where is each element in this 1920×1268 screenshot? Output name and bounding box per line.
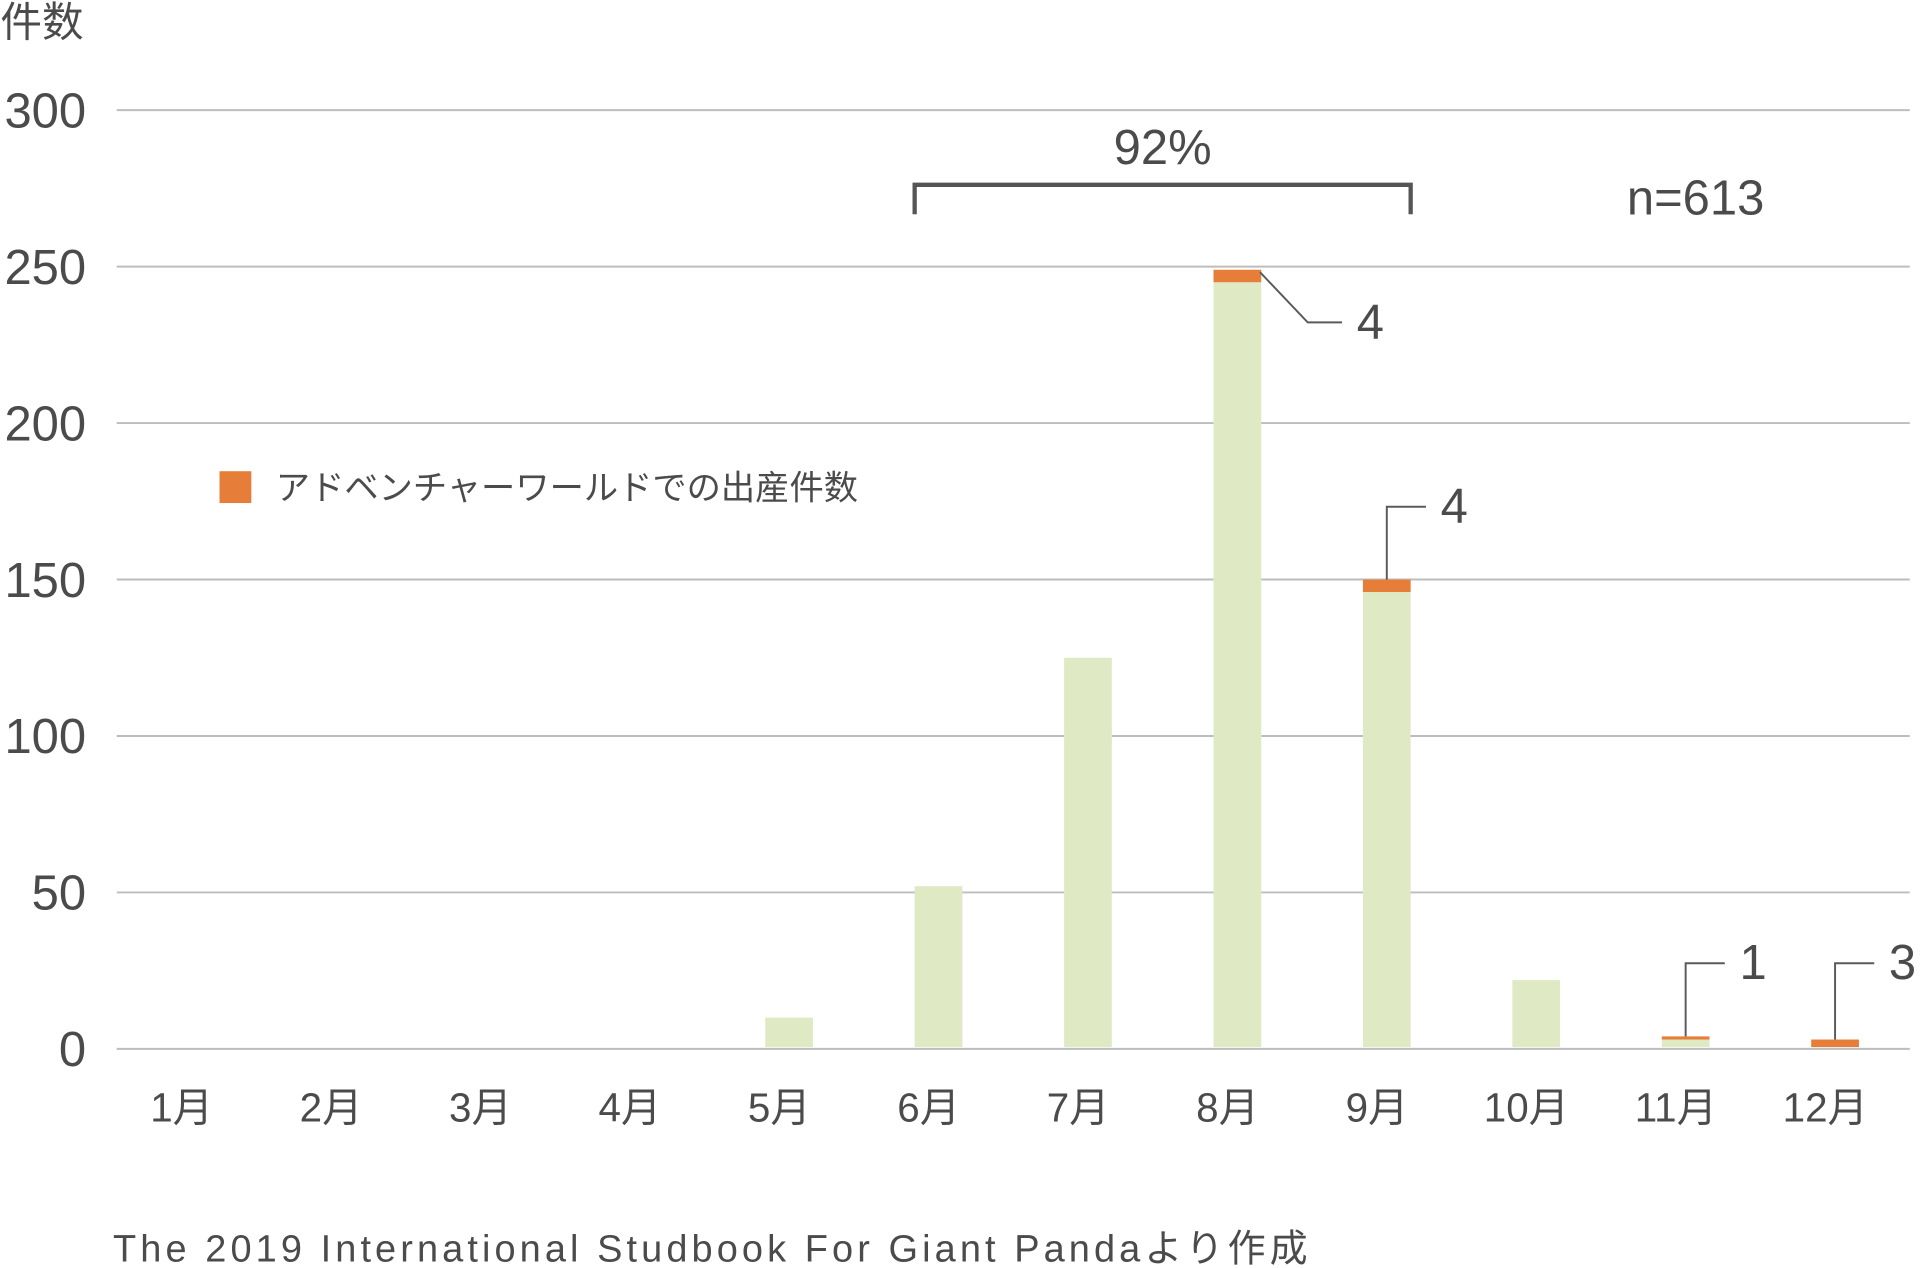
bracket-label: 92% [1114,121,1212,175]
y-tick-label: 150 [4,554,86,608]
legend-label: アドベンチャーワールドでの出産件数 [276,469,858,507]
bars [765,269,1859,1048]
source-note: The 2019 International Studbook For Gian… [113,1229,1308,1268]
x-tick-labels: 1月 2月 3月 4月 5月 6月 7月 8月 9月 10月 11月 12月 [150,1085,1868,1131]
data-label-leader [1684,962,1725,1037]
bar-segment-adventure-world-12 [1811,1039,1859,1048]
data-label-leader [1834,962,1875,1040]
peak-period-bracket: 92% [912,121,1413,215]
data-label-leader [1385,505,1426,580]
bar-segment-other-5 [765,1017,813,1048]
bar-segment-other-9 [1362,592,1411,1048]
x-tick-label: 4月 [598,1085,661,1131]
bar-segment-adventure-world-9 [1362,579,1411,593]
bar-segment-other-8 [1213,282,1262,1048]
x-tick-label: 11月 [1635,1085,1717,1131]
data-label: 4 [1441,480,1468,534]
x-tick-label: 7月 [1047,1085,1110,1131]
x-tick-label: 5月 [748,1085,811,1131]
bar-segment-adventure-world-8 [1213,269,1262,283]
y-tick-label: 300 [4,84,86,138]
y-tick-label: 0 [59,1023,86,1077]
x-tick-label: 6月 [897,1085,960,1131]
data-labels: 4 4 1 3 [1259,271,1916,1040]
y-tick-labels: 0 50 100 150 200 250 300 [4,84,86,1077]
x-tick-label: 12月 [1783,1085,1868,1131]
data-label-leader [1259,271,1343,324]
x-tick-label: 2月 [300,1085,363,1131]
data-label: 3 [1889,936,1916,990]
bar-segment-other-10 [1512,980,1561,1048]
x-tick-label: 1月 [150,1085,213,1131]
x-tick-label: 9月 [1346,1085,1409,1131]
legend: アドベンチャーワールドでの出産件数 [219,469,858,507]
y-axis-title: 件数 [0,0,83,46]
data-label: 4 [1357,295,1384,349]
bracket-line [912,182,1413,215]
legend-swatch [219,471,252,504]
bar-segment-adventure-world-11 [1661,1036,1710,1040]
data-label: 1 [1739,936,1766,990]
y-tick-label: 200 [4,397,86,451]
x-tick-label: 3月 [449,1085,512,1131]
bar-segment-other-11 [1661,1039,1710,1048]
sample-size-label: n=613 [1627,171,1764,225]
y-tick-label: 100 [4,710,86,764]
bar-segment-other-6 [914,886,963,1048]
gridlines [116,109,1910,1050]
x-tick-label: 8月 [1196,1085,1259,1131]
y-tick-label: 50 [32,867,86,921]
y-tick-label: 250 [4,241,86,295]
bar-segment-other-7 [1064,657,1112,1048]
x-tick-label: 10月 [1484,1085,1569,1131]
